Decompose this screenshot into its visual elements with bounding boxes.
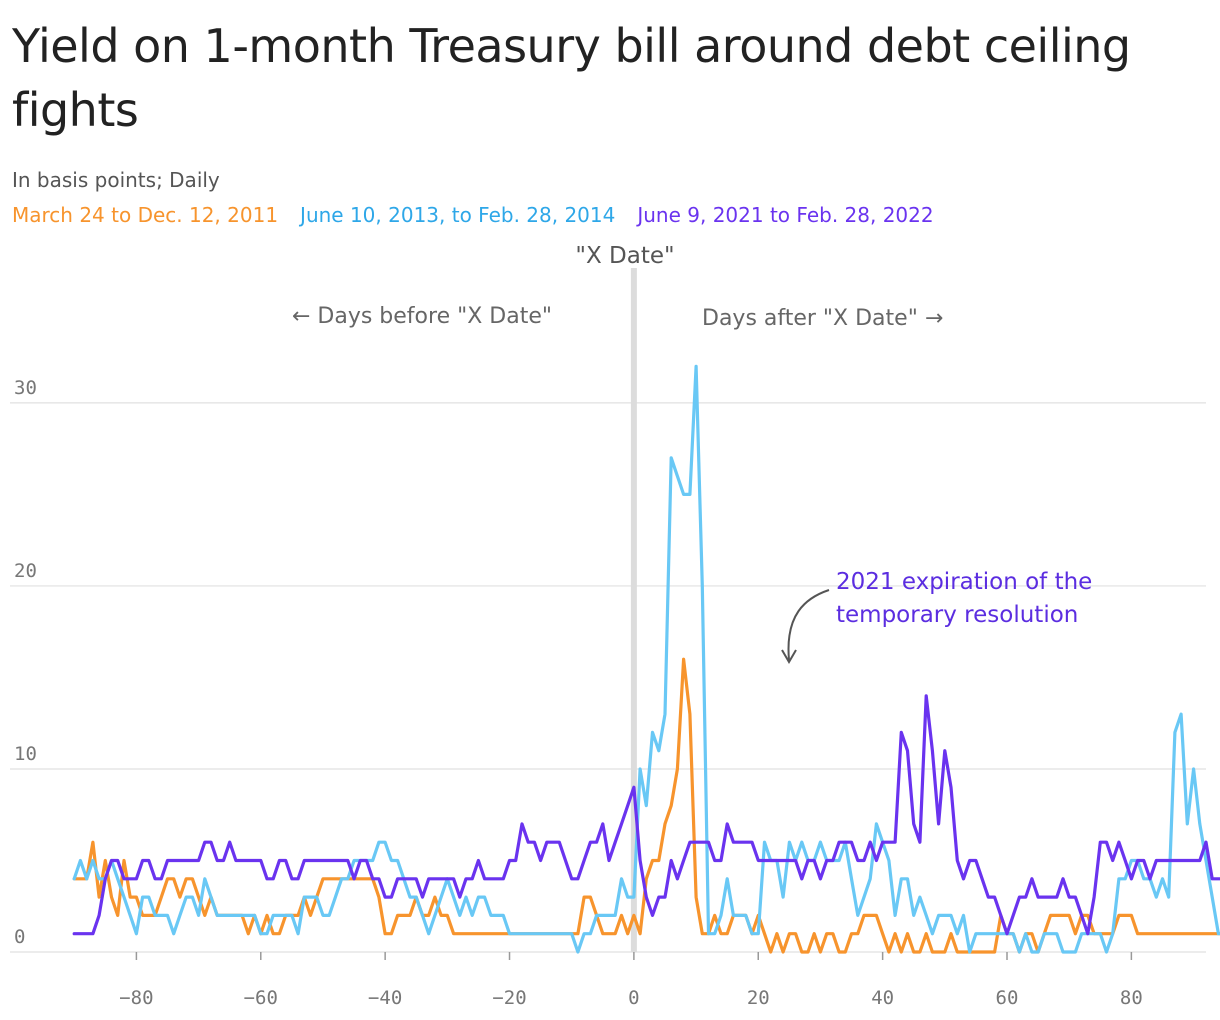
chart-subtitle: In basis points; Daily bbox=[12, 168, 220, 192]
series-line-2 bbox=[72, 364, 1220, 954]
x-date-label: "X Date" bbox=[575, 243, 674, 269]
gridlines bbox=[10, 402, 1206, 953]
x-tick-label: 60 bbox=[996, 987, 1019, 1009]
annotation-arrow bbox=[787, 589, 830, 661]
x-tick-label: −40 bbox=[368, 987, 402, 1009]
x-tick-label: −80 bbox=[119, 987, 153, 1009]
y-tick-label: 10 bbox=[14, 743, 37, 765]
x-tick-label: −60 bbox=[244, 987, 278, 1009]
x-tick-label: 20 bbox=[747, 987, 770, 1009]
annotation-line-2: temporary resolution bbox=[836, 602, 1078, 628]
annotation-arrowhead bbox=[781, 649, 797, 664]
axis-ticks: 0 10 20 30 −80 −60 −40 −20 0 20 40 60 80 bbox=[14, 377, 1143, 1009]
x-tick-label: 40 bbox=[871, 987, 894, 1009]
series-line-1 bbox=[72, 657, 1220, 954]
x-tick-label: 0 bbox=[628, 987, 639, 1009]
y-tick-label: 0 bbox=[14, 926, 25, 948]
chart-title: Yield on 1-month Treasury bill around de… bbox=[12, 19, 1131, 137]
x-tick-label: −20 bbox=[492, 987, 526, 1009]
days-after-label: Days after "X Date" → bbox=[702, 306, 943, 331]
legend-entry-2011: March 24 to Dec. 12, 2011 bbox=[12, 203, 279, 227]
legend-entry-2021: June 9, 2021 to Feb. 28, 2022 bbox=[637, 203, 934, 227]
legend-entry-2013: June 10, 2013, to Feb. 28, 2014 bbox=[300, 203, 616, 227]
y-tick-label: 30 bbox=[14, 377, 37, 399]
series-lines bbox=[72, 364, 1220, 954]
annotation-line-1: 2021 expiration of the bbox=[836, 569, 1092, 595]
x-date-line bbox=[630, 268, 637, 952]
legend: March 24 to Dec. 12, 2011 June 10, 2013,… bbox=[12, 203, 934, 227]
days-before-label: ← Days before "X Date" bbox=[292, 304, 552, 329]
y-tick-label: 20 bbox=[14, 560, 37, 582]
series-line-3 bbox=[72, 694, 1220, 936]
x-tick-label: 80 bbox=[1120, 987, 1143, 1009]
